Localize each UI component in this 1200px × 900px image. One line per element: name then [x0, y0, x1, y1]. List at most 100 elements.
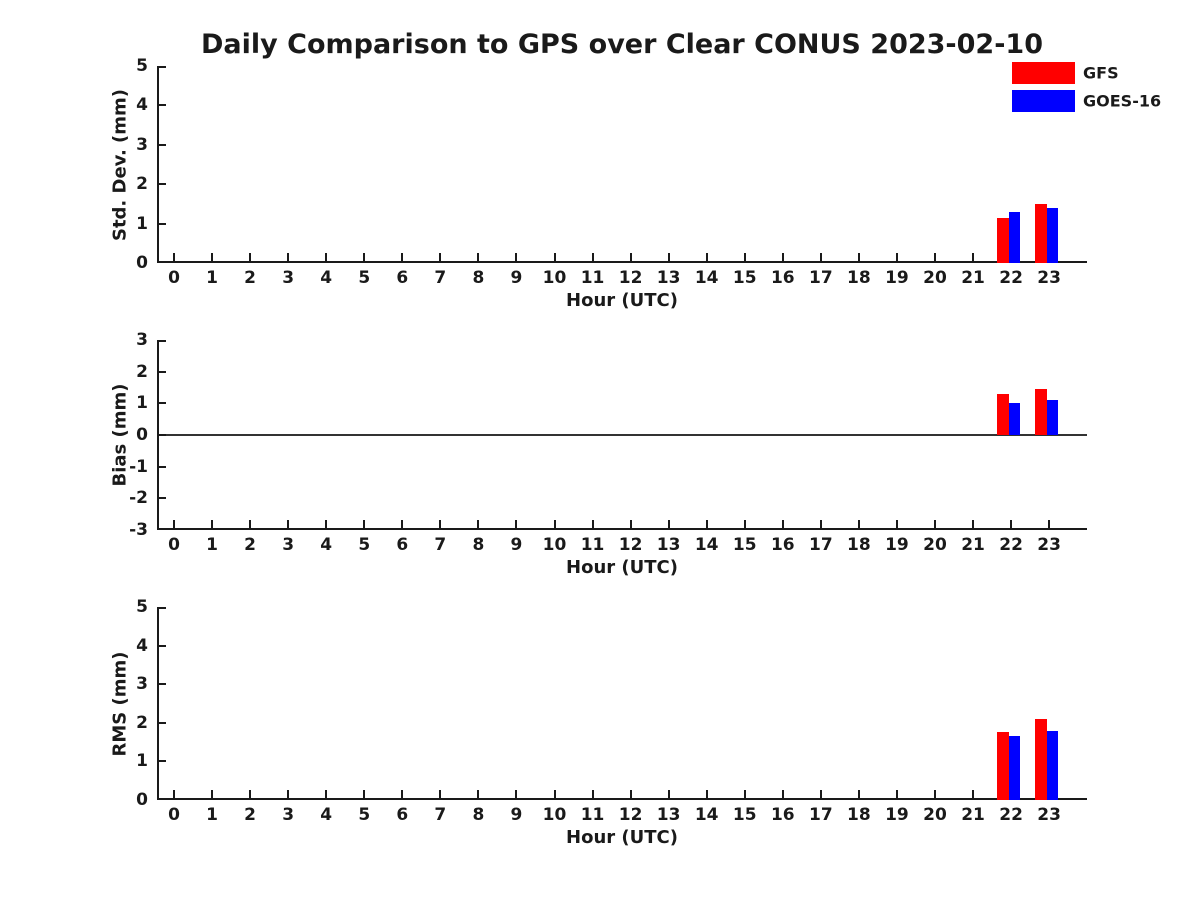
- bar-goes-16-hour22: [1008, 736, 1021, 800]
- x-tick-mark: [819, 790, 822, 798]
- y-tick-mark: [159, 340, 166, 342]
- y-tick-mark: [159, 222, 166, 225]
- y-tick-label: -1: [129, 456, 148, 477]
- x-tick-mark: [934, 520, 936, 528]
- x-tick-label: 5: [358, 268, 371, 288]
- x-axis-spine: [157, 528, 1087, 530]
- zero-reference-line: [157, 434, 1087, 436]
- x-tick-label: 14: [694, 805, 719, 825]
- y-tick-mark: [159, 721, 166, 724]
- y-tick-mark: [159, 402, 166, 405]
- x-tick-label: 16: [770, 805, 795, 825]
- y-tick-label: 1: [136, 393, 148, 414]
- x-tick-mark: [173, 253, 175, 261]
- x-tick-label: 18: [847, 268, 871, 288]
- x-tick-label: 17: [809, 535, 833, 555]
- y-tick-label: -2: [129, 488, 148, 509]
- x-tick-mark: [857, 520, 860, 528]
- x-tick-label: 16: [770, 268, 795, 288]
- x-tick-label: 7: [434, 268, 447, 288]
- x-tick-mark: [819, 253, 822, 261]
- y-tick-mark: [159, 143, 166, 146]
- x-tick-label: 14: [694, 268, 719, 288]
- x-tick-label: 21: [961, 805, 985, 825]
- x-tick-label: 12: [618, 535, 643, 555]
- panel-bias: -3 -2 -1 0 1 2 3 0 1 2 3 4 5 6 7 8 9 10 11 12 13 14 15 16 17 18 19…: [110, 330, 1087, 578]
- x-tick-mark: [591, 520, 594, 528]
- x-tick-mark: [173, 520, 175, 528]
- x-tick-label: 2: [244, 268, 257, 288]
- y-tick-label: 1: [136, 213, 148, 234]
- x-tick-label: 23: [1037, 535, 1061, 555]
- y-tick-mark: [159, 261, 166, 263]
- x-tick-label: 22: [999, 535, 1023, 555]
- x-tick-mark: [363, 253, 366, 261]
- x-tick-mark: [591, 790, 594, 798]
- x-tick-label: 13: [656, 805, 681, 825]
- x-tick-mark: [743, 790, 746, 798]
- x-axis-spine: [157, 261, 1087, 263]
- y-tick-label: 4: [136, 635, 148, 656]
- y-axis-spine: [157, 340, 159, 530]
- x-tick-mark: [477, 520, 480, 528]
- x-tick-mark: [629, 790, 632, 798]
- bar-goes-16-hour22: [1008, 403, 1021, 435]
- x-tick-label: 17: [809, 805, 833, 825]
- x-tick-mark: [629, 520, 632, 528]
- x-tick-label: 0: [168, 805, 180, 825]
- legend-swatch-gfs: [1012, 62, 1075, 84]
- y-tick-label: 5: [136, 597, 148, 617]
- x-tick-label: 9: [510, 805, 523, 825]
- y-tick-label: 5: [136, 56, 148, 76]
- x-tick-mark: [401, 520, 404, 528]
- x-tick-mark: [287, 520, 290, 528]
- chart-title: Daily Comparison to GPS over Clear CONUS…: [201, 29, 1043, 60]
- panel-std-dev: 0 1 2 3 4 5 0 1 2 3 4 5 6 7 8 9 10 11 12 13 14 15 16 17 18 19 20 21…: [110, 56, 1087, 311]
- x-tick-mark: [1010, 520, 1013, 528]
- x-tick-mark: [934, 790, 936, 798]
- bar-gfs-hour23: [1035, 203, 1047, 263]
- x-tick-label: 21: [961, 535, 985, 555]
- x-tick-label: 7: [434, 805, 447, 825]
- x-tick-mark: [439, 253, 442, 261]
- x-tick-label: 19: [885, 535, 909, 555]
- x-tick-label: 22: [999, 805, 1023, 825]
- x-tick-label: 1: [206, 805, 218, 825]
- x-tick-label: 19: [885, 805, 909, 825]
- x-tick-label: 20: [923, 268, 947, 288]
- x-tick-mark: [972, 520, 975, 528]
- x-tick-mark: [515, 790, 518, 798]
- bar-gfs-hour22: [997, 217, 1009, 263]
- bar-goes-16-hour22: [1008, 211, 1021, 263]
- x-tick-label: 12: [618, 805, 643, 825]
- x-tick-mark: [173, 790, 175, 798]
- x-tick-mark: [553, 520, 556, 528]
- x-tick-mark: [743, 253, 746, 261]
- x-tick-label: 11: [580, 535, 605, 555]
- x-tick-label: 11: [580, 805, 605, 825]
- x-tick-label: 4: [320, 268, 333, 288]
- x-tick-label: 9: [510, 535, 523, 555]
- x-tick-label: 11: [580, 268, 605, 288]
- x-tick-mark: [363, 520, 366, 528]
- x-tick-label: 3: [282, 535, 295, 555]
- x-tick-mark: [857, 790, 860, 798]
- x-tick-label: 12: [618, 268, 643, 288]
- x-tick-mark: [743, 520, 746, 528]
- x-tick-label: 3: [282, 268, 295, 288]
- x-tick-mark: [895, 253, 898, 261]
- legend-label: GOES-16: [1083, 91, 1162, 111]
- x-tick-mark: [1048, 520, 1051, 528]
- x-tick-mark: [857, 253, 860, 261]
- y-tick-mark: [159, 528, 166, 530]
- bar-gfs-hour22: [997, 393, 1009, 435]
- x-tick-mark: [211, 790, 214, 798]
- panel-rms: 0 1 2 3 4 5 0 1 2 3 4 5 6 7 8 9 10 11 12 13 14 15 16 17 18 19 20 21…: [110, 597, 1087, 848]
- y-tick-label: 2: [136, 361, 148, 382]
- legend-swatch-goes-16: [1012, 90, 1075, 112]
- x-tick-label: 18: [847, 805, 871, 825]
- x-tick-mark: [325, 790, 328, 798]
- x-tick-mark: [325, 520, 328, 528]
- y-tick-label: 2: [136, 174, 148, 195]
- x-tick-label: 8: [472, 268, 485, 288]
